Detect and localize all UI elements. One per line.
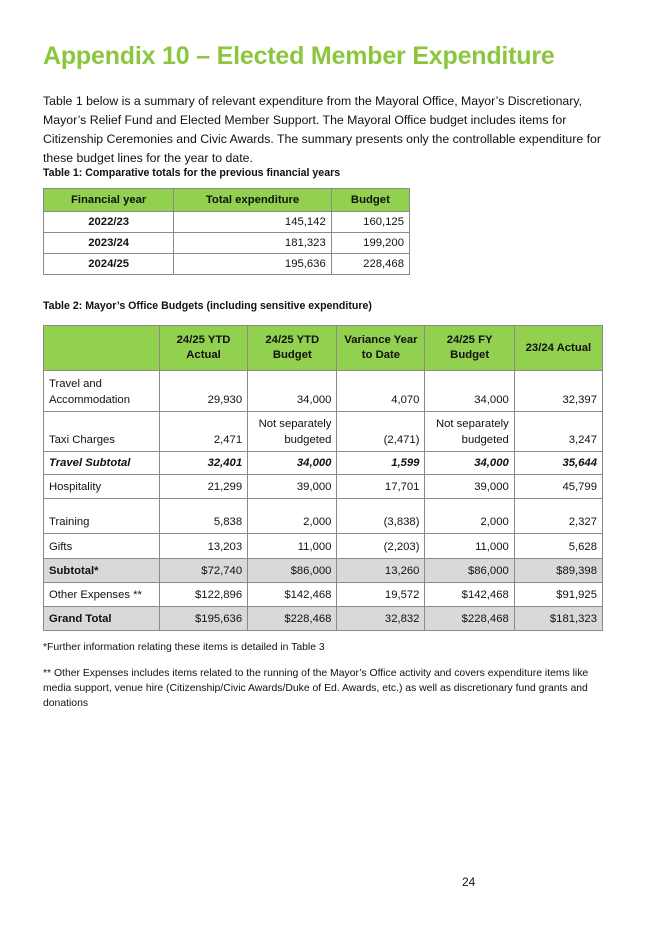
table-cell: Travel Subtotal [43, 451, 160, 475]
table-cell: 11,000 [424, 533, 515, 559]
table-cell: 4,070 [336, 370, 426, 412]
table-cell: 34,000 [424, 451, 515, 475]
table-cell: 45,799 [513, 474, 604, 499]
table-cell: Training [43, 498, 160, 534]
table-cell: 17,701 [336, 474, 426, 499]
table-cell: 3,247 [513, 411, 604, 452]
table-cell: 181,323 [173, 232, 332, 254]
table-cell: $228,468 [424, 606, 515, 631]
table-cell: 5,628 [513, 533, 604, 559]
table-row: Grand Total $195,636 $228,468 32,832 $228,46… [43, 606, 604, 631]
column-header [43, 325, 160, 371]
table-cell: 11,000 [247, 533, 338, 559]
table-cell: 145,142 [173, 211, 332, 233]
table-cell: 13,203 [158, 533, 249, 559]
footnote-other-expenses: ** Other Expenses includes items related… [43, 668, 589, 709]
table-cell: 34,000 [247, 451, 338, 475]
table-cell: $142,468 [424, 582, 515, 607]
table-row: 2022/23 145,142 160,125 [42, 211, 411, 233]
table-row: Other Expenses ** $122,896 $142,468 19,572 $… [43, 582, 604, 607]
table-cell: Gifts [43, 533, 160, 559]
table-cell: $89,398 [513, 558, 604, 583]
footnote-further-info: *Further information relating these item… [43, 642, 325, 653]
table-cell: Not separately budgeted [424, 411, 515, 452]
page-title: Appendix 10 – Elected Member Expenditure [43, 42, 555, 70]
table-cell: 39,000 [424, 474, 515, 499]
table-cell: 228,468 [330, 253, 411, 275]
table-cell: 34,000 [424, 370, 515, 412]
table-cell: 2,471 [158, 411, 249, 452]
table-cell: 160,125 [330, 211, 411, 233]
table-cell: (2,203) [336, 533, 426, 559]
table-cell: 32,832 [336, 606, 426, 631]
table-cell: 35,644 [513, 451, 604, 475]
table-cell: $72,740 [158, 558, 249, 583]
table-cell: 13,260 [336, 558, 426, 583]
page-number: 24 [462, 875, 476, 889]
table-cell: 2023/24 [42, 232, 175, 254]
table-cell: Taxi Charges [43, 411, 160, 452]
table-cell: 195,636 [173, 253, 332, 275]
table-cell: $86,000 [247, 558, 338, 583]
table-row: Training 5,838 2,000 (3,838) 2,000 2,327 [43, 498, 604, 534]
table-row: Subtotal* $72,740 $86,000 13,260 $86,000 $89,… [43, 558, 604, 583]
table-cell: (2,471) [336, 411, 426, 452]
column-header: Total expenditure [173, 188, 332, 212]
table-cell: 39,000 [247, 474, 338, 499]
table-row: Travel Subtotal 32,401 34,000 1,599 34,000 35… [43, 451, 604, 475]
column-header: Variance Year to Date [336, 325, 426, 371]
table-cell: 2022/23 [42, 211, 175, 233]
table-cell: $86,000 [424, 558, 515, 583]
table-cell: (3,838) [336, 498, 426, 534]
table-cell: 2,000 [247, 498, 338, 534]
table-cell: $91,925 [513, 582, 604, 607]
table-cell: Hospitality [43, 474, 160, 499]
table-cell: Grand Total [43, 606, 160, 631]
table-row: 2023/24 181,323 199,200 [42, 232, 411, 254]
table-row: Travel and Accommodation 29,930 34,000 4,07… [43, 370, 604, 412]
column-header: 24/25 YTD Budget [247, 325, 338, 371]
table-cell: 21,299 [158, 474, 249, 499]
table-cell: 19,572 [336, 582, 426, 607]
table-cell: 2,000 [424, 498, 515, 534]
table-cell: $228,468 [247, 606, 338, 631]
table-row: Hospitality 21,299 39,000 17,701 39,000 45,79… [43, 474, 604, 499]
table-cell: 34,000 [247, 370, 338, 412]
table-cell: 199,200 [330, 232, 411, 254]
table-cell: Other Expenses ** [43, 582, 160, 607]
table-cell: $122,896 [158, 582, 249, 607]
mayors-office-budgets-table: 24/25 YTD Actual 24/25 YTD Budget Variance… [43, 325, 604, 631]
table-cell: Subtotal* [43, 558, 160, 583]
table-cell: Not separately budgeted [247, 411, 338, 452]
table-row: 2024/25 195,636 228,468 [42, 253, 411, 275]
table1-caption: Table 1: Comparative totals for the prev… [43, 167, 341, 179]
intro-paragraph: Table 1 below is a summary of relevant e… [43, 94, 601, 165]
column-header: 24/25 YTD Actual [158, 325, 249, 371]
comparative-totals-table: Financial year Total expenditure Budget 202… [42, 188, 411, 275]
table2-caption: Table 2: Mayor’s Office Budgets (includi… [43, 300, 372, 312]
column-header: 23/24 Actual [513, 325, 604, 371]
table-cell: $195,636 [158, 606, 249, 631]
column-header: Budget [330, 188, 411, 212]
table-cell: Travel and Accommodation [43, 370, 160, 412]
column-header: 24/25 FY Budget [424, 325, 515, 371]
column-header: Financial year [42, 188, 175, 212]
table-cell: 2024/25 [42, 253, 175, 275]
table-cell: 1,599 [336, 451, 426, 475]
table-cell: 32,401 [158, 451, 249, 475]
table-cell: $142,468 [247, 582, 338, 607]
table-cell: 29,930 [158, 370, 249, 412]
table-row: Gifts 13,203 11,000 (2,203) 11,000 5,628 [43, 533, 604, 559]
table-row: Taxi Charges 2,471 Not separately budgeted… [43, 411, 604, 452]
table-cell: $181,323 [513, 606, 604, 631]
table-cell: 2,327 [513, 498, 604, 534]
table-cell: 32,397 [513, 370, 604, 412]
table-cell: 5,838 [158, 498, 249, 534]
